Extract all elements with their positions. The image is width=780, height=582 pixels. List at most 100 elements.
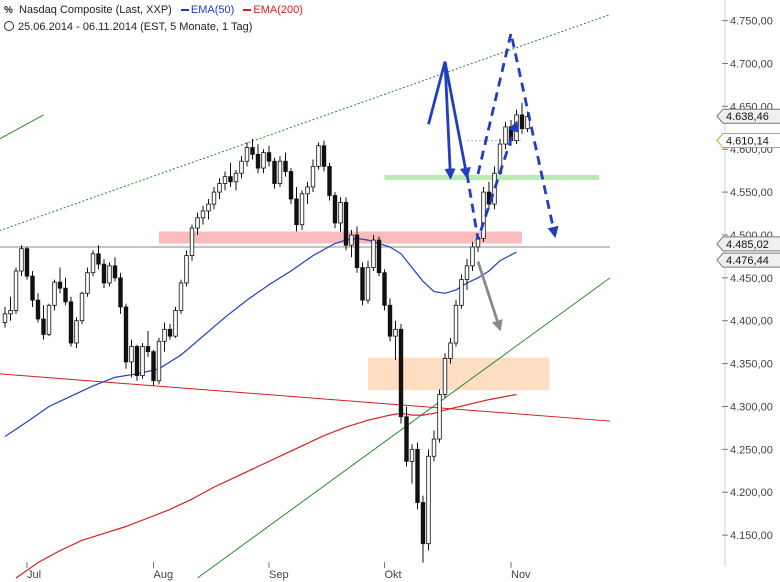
candle-body-down: [266, 152, 272, 162]
ema200-line: [15, 393, 517, 579]
candle: [398, 324, 404, 424]
candle: [415, 442, 420, 510]
candle: [503, 121, 508, 150]
candle: [167, 324, 173, 340]
candle-body-up: [277, 160, 283, 184]
candle-body-down: [360, 267, 365, 301]
candle: [288, 168, 294, 205]
candle-body-up: [19, 248, 24, 272]
candle: [321, 140, 327, 172]
value-tags: 4.638,46 4.610,14 4.485,02 4.476,44: [716, 108, 780, 268]
candle: [448, 337, 453, 364]
candle: [96, 245, 101, 270]
candle: [327, 162, 332, 201]
candle: [8, 296, 13, 321]
candle-body-down: [57, 281, 63, 289]
candle: [404, 406, 409, 467]
candle-body-down: [294, 198, 299, 226]
value-tag-label: 4.485,02: [726, 239, 769, 251]
candle-body-up: [90, 253, 96, 274]
candle: [123, 303, 129, 369]
chart-header: % Nasdaq Composite (Last, XXP) EMA(50) E…: [4, 4, 303, 16]
candle: [338, 197, 343, 232]
candle-body-up: [8, 310, 13, 315]
candle-body-down: [382, 272, 387, 306]
candle: [250, 138, 255, 160]
value-tag-0: 4.638,46: [716, 108, 780, 124]
scenario-arrow-3: [476, 33, 559, 238]
candle: [134, 344, 140, 381]
candle: [453, 300, 459, 347]
candle-body-down: [35, 299, 41, 320]
y-tick-label: 4.350,00: [730, 359, 773, 371]
candle: [85, 267, 90, 297]
candle-body-up: [503, 126, 508, 145]
candle: [222, 171, 228, 191]
candle-body-up: [371, 239, 376, 268]
candle-body-up: [310, 165, 316, 188]
candle-body-down: [96, 253, 101, 265]
candle-body-up: [173, 310, 178, 337]
value-tag-3: 4.476,44: [716, 252, 780, 268]
candle: [310, 159, 316, 193]
candle: [63, 277, 68, 306]
candle-body-up: [211, 191, 217, 205]
candle: [459, 274, 464, 309]
candle: [13, 267, 19, 314]
candle: [244, 142, 250, 167]
candle: [30, 270, 35, 308]
candle-body-down: [41, 318, 46, 335]
instrument-title: Nasdaq Composite (Last, XXP): [18, 4, 172, 16]
candle-body-up: [459, 279, 464, 306]
candle-body-up: [365, 267, 371, 301]
candle: [228, 162, 233, 187]
zone-2: [368, 357, 550, 391]
candle-body-down: [376, 239, 382, 274]
candle: [437, 389, 442, 443]
candle-body-down: [250, 147, 255, 155]
candle: [57, 267, 63, 294]
candle-body-up: [338, 201, 343, 224]
candle: [129, 339, 134, 378]
candle: [470, 241, 475, 271]
candle-body-down: [63, 287, 68, 303]
candle-body-down: [112, 265, 118, 279]
candle-body-down: [283, 160, 288, 172]
candle-body-up: [305, 186, 310, 195]
candle: [52, 279, 57, 311]
candle-body-down: [519, 114, 525, 130]
candle: [217, 178, 222, 199]
candle-body-up: [409, 448, 415, 462]
candle: [283, 152, 288, 177]
trend-line-2: [0, 373, 611, 422]
candle: [200, 205, 206, 225]
candle-body-down: [255, 153, 261, 169]
candle-body-up: [470, 246, 475, 267]
candle-body-up: [349, 234, 354, 246]
candle-body-up: [316, 145, 321, 167]
candle: [299, 190, 305, 230]
candle: [316, 142, 321, 170]
candle: [387, 298, 393, 342]
candle: [35, 293, 41, 323]
candle-body-up: [129, 346, 134, 363]
x-tick-label: Nov: [511, 569, 531, 581]
candle: [261, 149, 266, 174]
scenario-arrow-2: [465, 120, 520, 240]
candle: [112, 257, 118, 282]
candle-body-up: [156, 340, 162, 382]
candle: [41, 305, 46, 340]
y-tick-label: 4.200,00: [730, 487, 773, 499]
candle: [354, 226, 360, 273]
candle: [74, 317, 79, 349]
candle: [277, 156, 283, 187]
candle-body-up: [261, 152, 266, 169]
candle: [206, 198, 211, 220]
candle: [107, 262, 112, 287]
candle-body-down: [123, 306, 129, 363]
candle-body-down: [398, 328, 404, 418]
candle-body-down: [101, 263, 107, 284]
candle-body-up: [453, 304, 459, 344]
clock-icon: [4, 21, 14, 31]
candle: [68, 296, 74, 347]
